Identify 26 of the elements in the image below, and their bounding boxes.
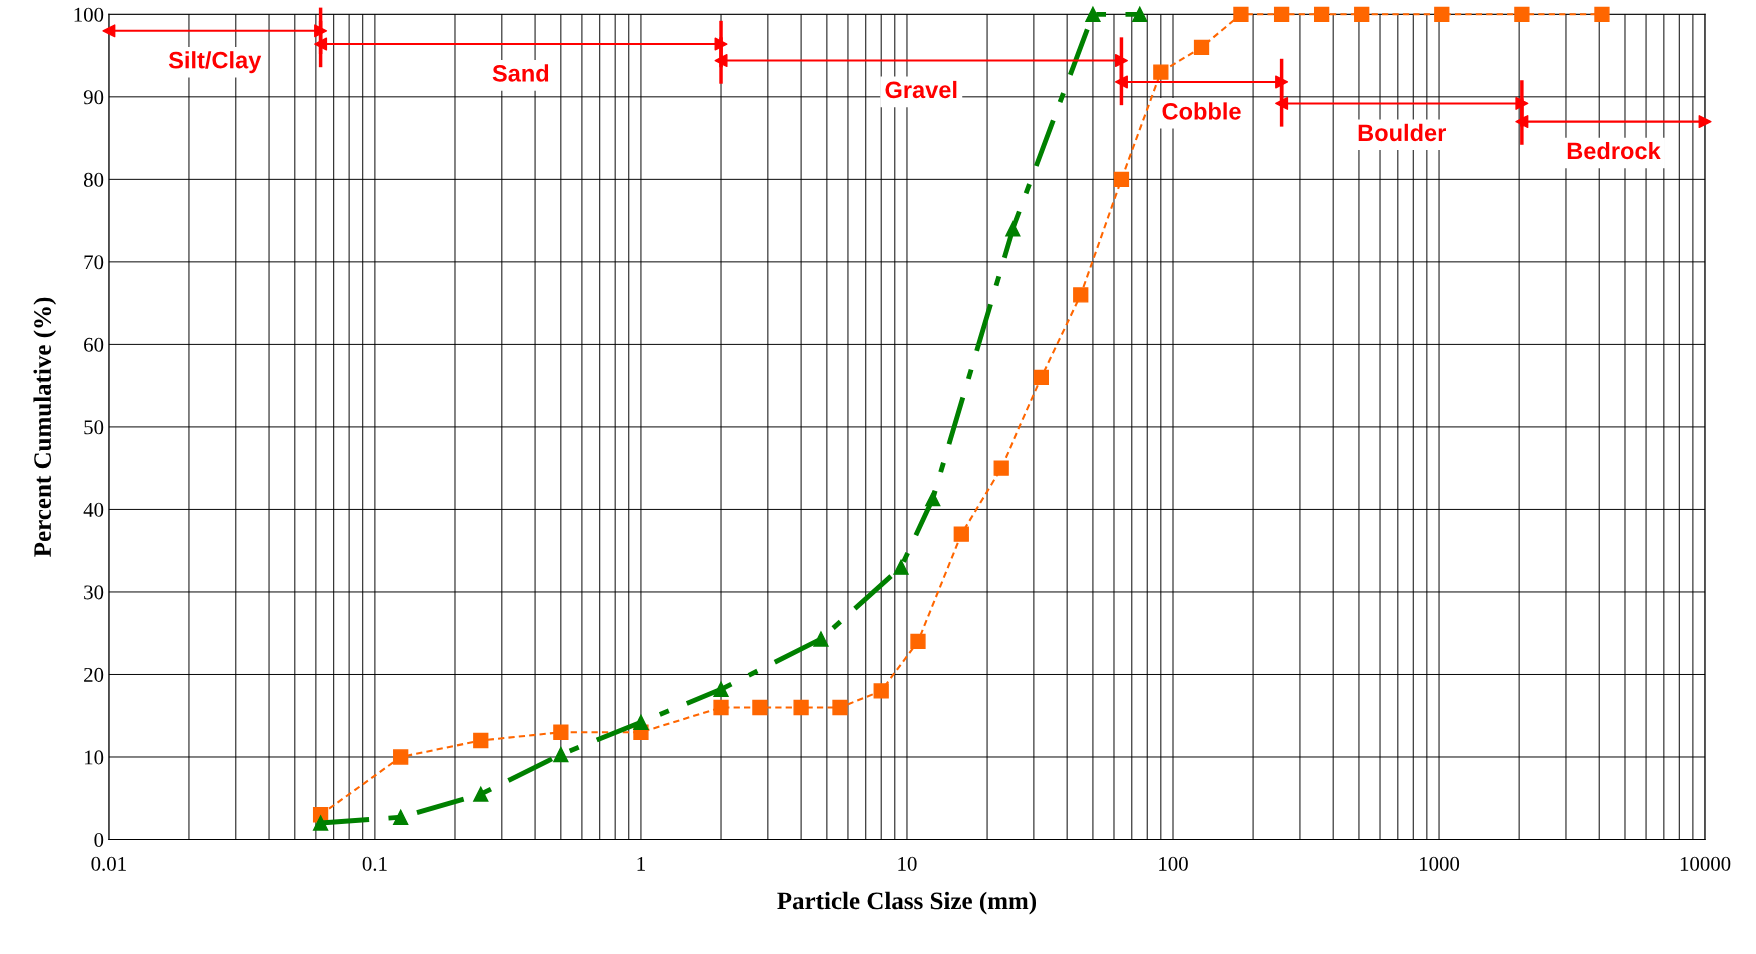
y-tick-label: 50 [84, 420, 104, 435]
y-tick-label: 20 [84, 667, 104, 682]
x-tick-label: 100 [1159, 856, 1188, 871]
y-axis-title: Percent Cumulative (%) [33, 297, 57, 557]
x-tick-label: 0.1 [362, 856, 387, 871]
y-tick-label: 100 [74, 7, 104, 22]
x-tick-label: 1 [637, 856, 645, 871]
x-tick-label: 10000 [1680, 856, 1731, 871]
x-tick-label: 0.01 [91, 856, 126, 871]
series-label: Bedrock [1567, 141, 1661, 160]
series-label: Boulder [1358, 123, 1446, 142]
series-label: Gravel [885, 80, 957, 99]
legend-label: Cobble [1162, 102, 1241, 120]
y-tick-label: 40 [83, 502, 104, 517]
series-label: Sand [492, 64, 549, 82]
y-tick-label: 90 [83, 90, 104, 105]
y-tick-label: 60 [84, 337, 104, 352]
y-tick-label: 0 [94, 832, 104, 847]
x-tick-label: 10 [898, 856, 917, 871]
y-tick-label: 10 [85, 750, 104, 765]
x-tick-label: 1000 [1420, 856, 1460, 871]
y-tick-label: 70 [84, 255, 104, 270]
y-tick-label: 80 [83, 172, 104, 187]
x-axis-title: Particle Class Size (mm) [777, 891, 1037, 915]
y-tick-label: 30 [84, 585, 104, 600]
series-label: Silt/Clay [168, 51, 262, 74]
